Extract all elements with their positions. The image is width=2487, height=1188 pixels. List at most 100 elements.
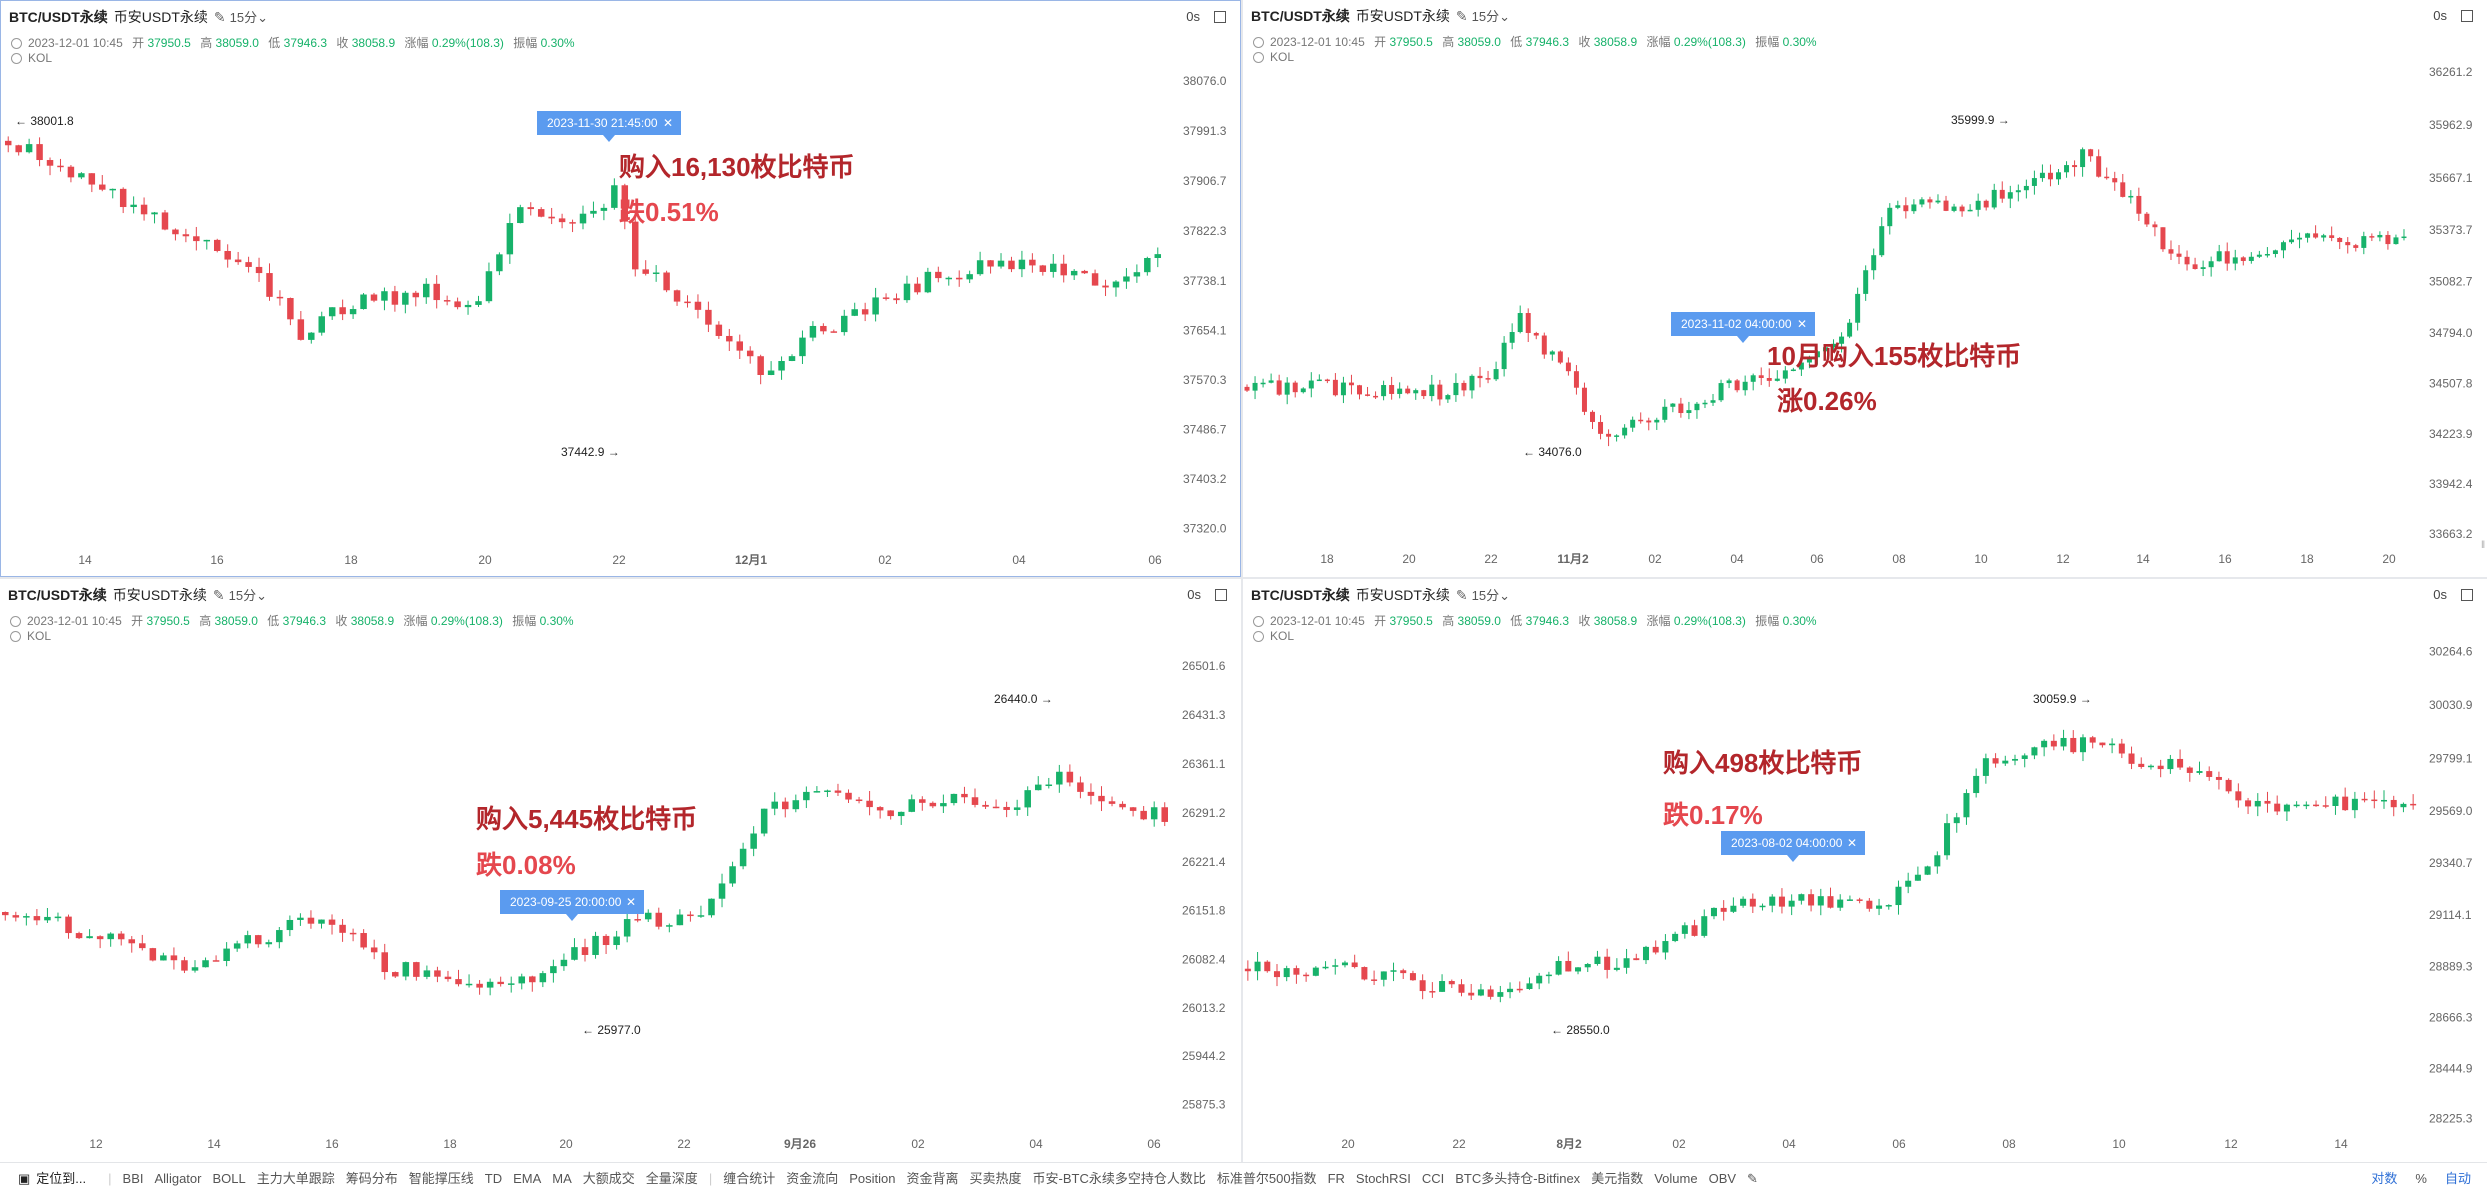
- interval-selector[interactable]: 15分⌄: [1472, 9, 1510, 24]
- close-icon[interactable]: ✕: [1796, 317, 1807, 331]
- event-time-badge[interactable]: 2023-08-02 04:00:00 ✕: [1721, 831, 1865, 855]
- indicator-item[interactable]: 缠合统计: [723, 1171, 776, 1186]
- collapse-icon[interactable]: [1253, 52, 1264, 63]
- resize-handle-icon[interactable]: ‖: [2481, 540, 2486, 551]
- candle: [987, 260, 994, 274]
- maximize-icon[interactable]: [1215, 589, 1227, 601]
- indicator-item[interactable]: 主力大单跟踪: [256, 1171, 335, 1186]
- edit-icon[interactable]: ✎: [212, 587, 225, 603]
- candle: [1622, 424, 1628, 439]
- scale-option[interactable]: 对数: [2371, 1171, 2398, 1186]
- kol-label: KOL: [1270, 629, 1295, 643]
- maximize-icon[interactable]: [2461, 589, 2473, 601]
- edit-icon[interactable]: ✎: [213, 9, 226, 25]
- collapse-icon[interactable]: [1253, 616, 1264, 627]
- symbol-name[interactable]: BTC/USDT永续: [9, 9, 108, 25]
- maximize-icon[interactable]: [1214, 11, 1226, 23]
- symbol-header: BTC/USDT永续 币安USDT永续 ✎ 15分⌄: [9, 7, 268, 27]
- collapse-icon[interactable]: [10, 631, 21, 642]
- close-icon[interactable]: ✕: [662, 116, 673, 130]
- event-time-badge[interactable]: 2023-11-30 21:45:00 ✕: [537, 111, 681, 135]
- candle: [1077, 776, 1084, 799]
- y-tick-label: 28889.3: [2429, 960, 2473, 974]
- horizontal-divider: [0, 577, 2487, 579]
- interval-selector[interactable]: 15分⌄: [230, 10, 268, 25]
- collapse-icon[interactable]: [1253, 37, 1264, 48]
- ohlc-legend: 2023-12-01 10:45 开 37950.5 高 38059.0 低 3…: [11, 34, 575, 51]
- indicator-item[interactable]: 标准普尔500指数: [1216, 1171, 1317, 1186]
- indicator-item[interactable]: OBV: [1708, 1171, 1737, 1186]
- candlestick-chart[interactable]: 38076.0 37991.3 37906.7 37822.3 37738.1 37654…: [1, 1, 1241, 577]
- chart-panel-4[interactable]: BTC/USDT永续 币安USDT永续 ✎ 15分⌄ 2023-12-01 10:45…: [1243, 579, 2487, 1162]
- indicator-item[interactable]: 大额成交: [582, 1171, 635, 1186]
- chart-panel-3[interactable]: BTC/USDT永续 币安USDT永续 ✎ 15分⌄ 2023-12-01 10:45…: [0, 579, 1241, 1162]
- indicator-item[interactable]: 币安-BTC永续多空持仓人数比: [1032, 1171, 1206, 1186]
- scale-option[interactable]: %: [2415, 1171, 2427, 1186]
- indicator-item[interactable]: BTC多头持仓-Bitfinex: [1455, 1171, 1581, 1186]
- annotation-title: 购入5,445枚比特币: [476, 804, 698, 834]
- candle: [652, 265, 660, 282]
- indicator-item[interactable]: 资金流向: [786, 1171, 839, 1186]
- indicator-item[interactable]: 智能撑压线: [408, 1171, 474, 1186]
- symbol-name[interactable]: BTC/USDT永续: [1251, 8, 1350, 24]
- edit-icon[interactable]: ✎: [1455, 587, 1468, 603]
- x-tick-label: 14: [78, 553, 92, 567]
- candle: [1140, 805, 1147, 821]
- candle: [65, 914, 72, 939]
- candle: [1670, 403, 1676, 413]
- candle: [2196, 761, 2203, 775]
- indicator-item[interactable]: 买卖热度: [969, 1171, 1022, 1186]
- event-time-badge[interactable]: 2023-11-02 04:00:00 ✕: [1671, 312, 1815, 336]
- maximize-icon[interactable]: [2461, 10, 2473, 22]
- candlestick-chart[interactable]: 36261.2 35962.9 35667.1 35373.7 35082.7 34794…: [1243, 0, 2487, 577]
- indicator-item[interactable]: StochRSI: [1355, 1171, 1411, 1186]
- scale-option[interactable]: 自动: [2444, 1171, 2471, 1186]
- symbol-name[interactable]: BTC/USDT永续: [1251, 587, 1350, 603]
- edit-icon[interactable]: ✎: [1455, 8, 1468, 24]
- locate-button[interactable]: ▣ 定位到...: [18, 1171, 97, 1186]
- candle: [54, 912, 62, 922]
- collapse-icon[interactable]: [11, 53, 22, 64]
- candle: [1914, 866, 1921, 881]
- indicator-item[interactable]: MA: [552, 1171, 572, 1186]
- collapse-icon[interactable]: [10, 616, 21, 627]
- candle: [1437, 379, 1443, 406]
- chart-panel-1[interactable]: BTC/USDT永续 币安USDT永续 ✎ 15分⌄ 2023-12-01 10:45…: [0, 0, 1241, 577]
- candle: [2313, 225, 2319, 239]
- close-icon[interactable]: ✕: [1846, 836, 1857, 850]
- indicator-item[interactable]: 筹码分布: [345, 1171, 398, 1186]
- indicator-item[interactable]: 资金背离: [906, 1171, 959, 1186]
- close-icon[interactable]: ✕: [625, 895, 636, 909]
- open-value: 37950.5: [1389, 35, 1433, 49]
- indicator-item[interactable]: FR: [1327, 1171, 1345, 1186]
- indicator-item[interactable]: Alligator: [154, 1171, 202, 1186]
- event-time-badge[interactable]: 2023-09-25 20:00:00 ✕: [500, 890, 644, 914]
- candlestick-chart[interactable]: 26501.6 26431.3 26361.1 26291.2 26221.4 26151…: [0, 579, 1241, 1162]
- indicator-item[interactable]: 美元指数: [1591, 1171, 1644, 1186]
- chart-panel-2[interactable]: BTC/USDT永续 币安USDT永续 ✎ 15分⌄ 2023-12-01 10:45…: [1243, 0, 2487, 577]
- edit-icon[interactable]: ✎: [1747, 1171, 1758, 1186]
- indicator-item[interactable]: Position: [849, 1171, 896, 1186]
- candle: [349, 928, 357, 942]
- y-tick-label: 30030.9: [2429, 698, 2473, 712]
- symbol-name[interactable]: BTC/USDT永续: [8, 587, 107, 603]
- candle: [2385, 231, 2391, 250]
- candle: [1024, 786, 1031, 816]
- candle: [655, 907, 663, 930]
- indicator-item[interactable]: EMA: [513, 1171, 542, 1186]
- candle: [2206, 766, 2213, 781]
- interval-selector[interactable]: 15分⌄: [1472, 588, 1510, 603]
- interval-selector[interactable]: 15分⌄: [229, 588, 267, 603]
- candlestick-chart[interactable]: 30264.6 30030.9 29799.1 29569.0 29340.7 29114…: [1243, 579, 2487, 1162]
- collapse-icon[interactable]: [1253, 631, 1264, 642]
- candle: [423, 278, 430, 304]
- indicator-item[interactable]: 全量深度: [645, 1171, 698, 1186]
- indicator-item[interactable]: Volume: [1654, 1171, 1698, 1186]
- indicator-item[interactable]: BOLL: [212, 1171, 246, 1186]
- indicator-item[interactable]: TD: [484, 1171, 503, 1186]
- y-tick-label: 35373.7: [2429, 223, 2473, 237]
- indicator-item[interactable]: CCI: [1421, 1171, 1445, 1186]
- candle: [1493, 361, 1499, 382]
- collapse-icon[interactable]: [11, 38, 22, 49]
- indicator-item[interactable]: BBI: [122, 1171, 144, 1186]
